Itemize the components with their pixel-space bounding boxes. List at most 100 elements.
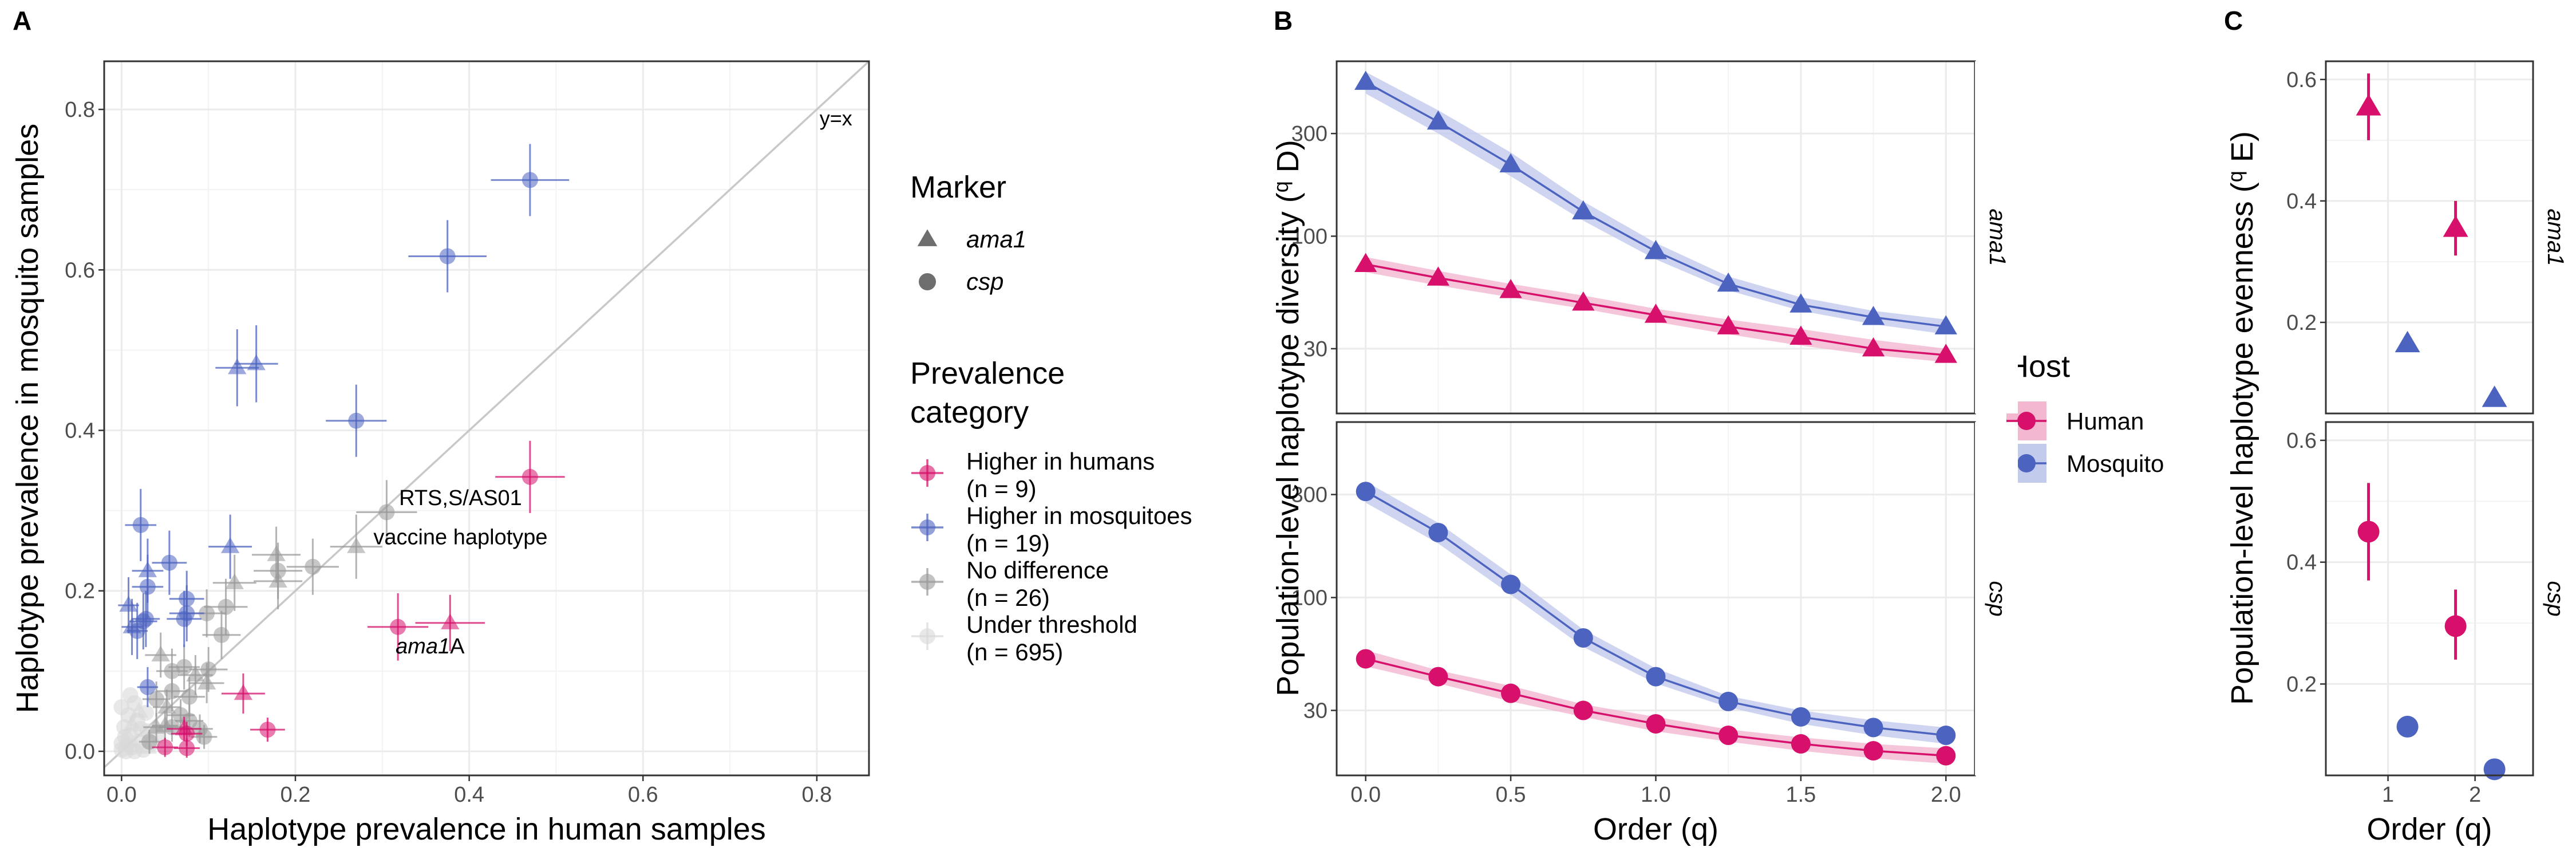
scatter-marker: [139, 578, 156, 595]
scatter-point: [122, 687, 139, 703]
scatter-point: [143, 712, 169, 742]
scatter-marker: [157, 739, 173, 755]
scatter-point: [254, 553, 303, 609]
scatter-marker: [141, 734, 157, 750]
annotation-vaccine-haplotype: vaccine haplotype: [373, 525, 547, 549]
data-point-mosquito: [1791, 707, 1811, 727]
legend-host-key-point: [2017, 412, 2036, 430]
data-point-human: [1572, 291, 1595, 311]
scatter-marker: [147, 718, 166, 734]
panel-a-y-tick-label: 0.2: [65, 580, 95, 604]
panel-c-y-axis-title: Population-level haplotype evenness (q E…: [2223, 131, 2259, 705]
panel-c-y-tick-label: 0.2: [2286, 672, 2317, 696]
panel-c-point-mosquito: [2482, 385, 2507, 407]
data-point-mosquito: [1354, 70, 1377, 90]
scatter-marker: [176, 610, 192, 627]
panel-c-x-tick-label: 2: [2469, 783, 2481, 807]
panel-a-y-tick-label: 0.0: [65, 740, 95, 764]
panel-a-x-tick-label: 0.8: [801, 783, 832, 807]
panel-c-facet-ama1: 0.2 0.4 0.6 ama1: [2286, 60, 2568, 415]
data-point-mosquito: [1862, 306, 1885, 325]
panel-c-y-axis-title-sup: q: [2223, 171, 2247, 182]
panel-c-strip-csp: csp: [2543, 581, 2568, 616]
scatter-point: [171, 722, 203, 746]
data-point-mosquito: [1501, 574, 1521, 594]
scatter-point: [132, 554, 164, 619]
data-point-human: [1644, 304, 1668, 323]
data-point-human: [1863, 741, 1883, 761]
panel-b-y-tick-label: 30: [1303, 699, 1327, 723]
scatter-marker: [200, 661, 217, 678]
data-point-mosquito: [1789, 293, 1812, 313]
legend-host-label-mosquito: Mosquito: [2067, 450, 2164, 477]
panel-b-y-axis-title-sup: q: [1269, 181, 1293, 192]
data-point-human: [1428, 667, 1448, 687]
panel-b-y-axis-title: Population-level haplotype diversity (q …: [1269, 140, 1305, 696]
scatter-point: [208, 514, 252, 579]
scatter-marker: [441, 613, 460, 629]
scatter-marker: [220, 537, 240, 553]
scatter-marker: [181, 688, 197, 705]
panel-a-y-axis-title: Haplotype prevalence in mosquito samples: [10, 124, 45, 714]
legend-prevalence-label: Higher in mosquitoes: [966, 502, 1192, 529]
scatter-marker: [305, 558, 321, 575]
scatter-point: [368, 593, 429, 661]
data-point-human: [1646, 714, 1666, 734]
scatter-marker: [234, 684, 253, 700]
legend-host-label-human: Human: [2067, 408, 2144, 435]
panel-c-y-tick-label: 0.4: [2286, 190, 2317, 214]
scatter-marker: [129, 622, 145, 639]
annotation-ama1a-plain: A: [450, 635, 465, 659]
scatter-marker: [218, 598, 234, 615]
scatter-point: [129, 702, 148, 718]
scatter-marker: [164, 683, 180, 699]
panel-b-y-tick-label: 100: [1291, 224, 1327, 249]
scatter-point: [326, 384, 387, 457]
panel-c-point-human: [2443, 215, 2468, 237]
legend-prevalence-title-2: category: [910, 395, 1029, 430]
panel-c-border: [2325, 60, 2534, 415]
legend-marker: Marker ama1 csp: [910, 170, 1026, 295]
scatter-point: [356, 480, 417, 545]
scatter-marker: [390, 618, 406, 635]
data-point-mosquito: [1644, 240, 1668, 259]
legend-prevalence-key: [919, 628, 935, 644]
data-point-human: [1427, 266, 1450, 286]
panel-c-point-mosquito: [2396, 715, 2419, 738]
data-point-human: [1501, 683, 1521, 703]
scatter-marker: [179, 740, 195, 756]
data-point-human: [1789, 325, 1812, 345]
scatter-point: [330, 514, 382, 579]
scatter-marker: [129, 702, 148, 718]
scatter-point: [139, 730, 160, 754]
panel-a-x-tick-label: 0.2: [280, 783, 311, 807]
scatter-point: [173, 738, 200, 758]
scatter-marker: [199, 605, 215, 621]
legend-prevalence-key: [919, 465, 935, 481]
data-point-mosquito: [1356, 482, 1376, 502]
panel-b-x-tick-label: 2.0: [1931, 783, 1961, 807]
scatter-marker: [148, 691, 165, 707]
panel-a-x-axis-title: Haplotype prevalence in human samples: [207, 812, 766, 846]
scatter-point: [167, 590, 202, 647]
panel-c-border: [2325, 421, 2534, 777]
legend-prevalence-count: (n = 26): [966, 584, 1050, 611]
scatter-marker: [267, 545, 286, 561]
legend-prevalence-key: [919, 519, 935, 535]
legend-marker-key-triangle: [917, 229, 938, 246]
panel-b-strip-ama1: ama1: [1985, 208, 2010, 266]
scatter-marker: [213, 626, 230, 643]
scatter-marker: [378, 504, 395, 521]
scatter-point: [123, 715, 141, 731]
panel-c-point-human: [2444, 615, 2467, 637]
panel-b-y-tick-label: 30: [1303, 337, 1327, 361]
legend-prevalence-count: (n = 19): [966, 530, 1050, 557]
panel-c-y-tick-label: 0.6: [2286, 68, 2317, 92]
panel-b-strip-bg: [1975, 422, 2018, 775]
scatter-point: [495, 440, 565, 513]
panel-a-x-tick-label: 0.6: [628, 783, 658, 807]
data-point-human: [1718, 726, 1739, 746]
panel-c-facet-csp: 0.2 0.4 0.6 csp: [2286, 421, 2568, 781]
